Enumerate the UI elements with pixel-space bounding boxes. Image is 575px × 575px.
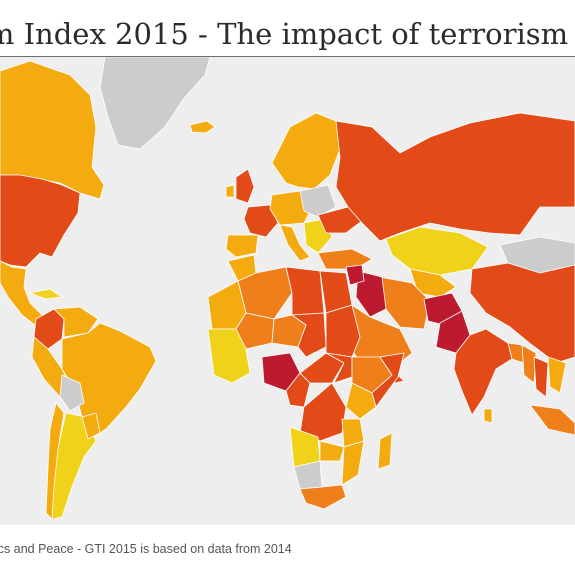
russia[interactable] — [335, 112, 575, 242]
kenya[interactable] — [345, 382, 377, 420]
chile[interactable] — [45, 402, 65, 520]
eastern-europe[interactable] — [299, 184, 337, 218]
paraguay[interactable] — [81, 412, 101, 440]
thailand[interactable] — [533, 356, 549, 398]
zambia[interactable] — [319, 440, 345, 462]
kazakhstan[interactable] — [385, 226, 489, 276]
west-africa[interactable] — [207, 328, 251, 384]
central-african-republic[interactable] — [299, 352, 345, 384]
united-states[interactable] — [0, 174, 81, 268]
syria[interactable] — [345, 264, 365, 286]
bolivia[interactable] — [59, 374, 85, 412]
myanmar[interactable] — [521, 344, 537, 384]
south-africa[interactable] — [299, 484, 347, 510]
iceland[interactable] — [189, 120, 216, 134]
united-kingdom[interactable] — [235, 168, 255, 204]
ireland[interactable] — [225, 184, 235, 198]
world-map-svg — [0, 57, 575, 520]
mozambique[interactable] — [341, 440, 365, 486]
sri-lanka[interactable] — [483, 408, 493, 424]
greenland[interactable] — [99, 57, 211, 150]
south-sudan[interactable] — [325, 352, 353, 384]
cuba[interactable] — [29, 288, 63, 300]
world-map — [0, 57, 575, 525]
southeast-asia[interactable] — [547, 356, 567, 394]
iraq[interactable] — [355, 270, 387, 318]
spain[interactable] — [225, 234, 259, 258]
source-caption: ics and Peace - GTI 2015 is based on dat… — [0, 542, 292, 556]
cameroon[interactable] — [285, 372, 311, 408]
france[interactable] — [243, 204, 279, 238]
turkey[interactable] — [317, 248, 373, 270]
sudan[interactable] — [325, 304, 361, 358]
ukraine[interactable] — [317, 206, 363, 234]
india[interactable] — [453, 328, 513, 416]
libya[interactable] — [285, 266, 325, 316]
title-divider — [0, 56, 575, 57]
malaysia[interactable] — [529, 404, 575, 436]
madagascar[interactable] — [377, 432, 393, 470]
chad[interactable] — [291, 312, 327, 358]
italy[interactable] — [279, 224, 311, 262]
map-title: sm Index 2015 - The impact of terrorism — [0, 17, 569, 51]
scandinavia[interactable] — [271, 112, 341, 190]
